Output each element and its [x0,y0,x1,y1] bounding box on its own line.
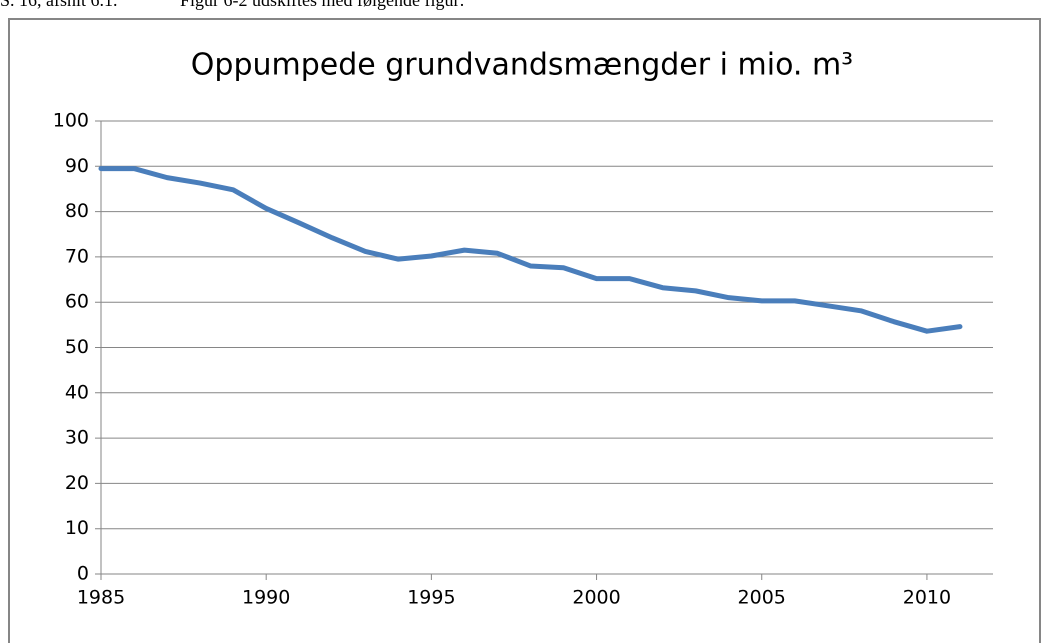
y-tick-label: 10 [65,517,89,539]
x-tick-label: 2000 [572,587,620,609]
y-tick-label: 90 [65,155,89,177]
y-tick-label: 50 [65,336,89,358]
y-tick-label: 40 [65,381,89,403]
y-tick-label: 30 [65,427,89,449]
x-tick-label: 1990 [242,587,290,609]
x-tick-label: 1995 [407,587,455,609]
chart-frame [8,18,1041,643]
header-left: S. 16, afsnit 6.1. [0,0,118,10]
chart-title: Oppumpede grundvandsmængder i mio. m³ [191,48,853,83]
data-line [98,166,963,334]
y-tick-label: 100 [53,110,89,132]
x-tick-label: 2010 [903,587,951,609]
y-tick-label: 0 [77,563,89,585]
y-tick-label: 60 [65,291,89,313]
x-tick-label: 2005 [738,587,786,609]
y-tick-label: 80 [65,200,89,222]
y-tick-label: 20 [65,472,89,494]
x-tick-label: 1985 [77,587,125,609]
y-tick-label: 70 [65,245,89,267]
header-right: Figur 6-2 udskiftes med følgende figur: [180,0,464,10]
